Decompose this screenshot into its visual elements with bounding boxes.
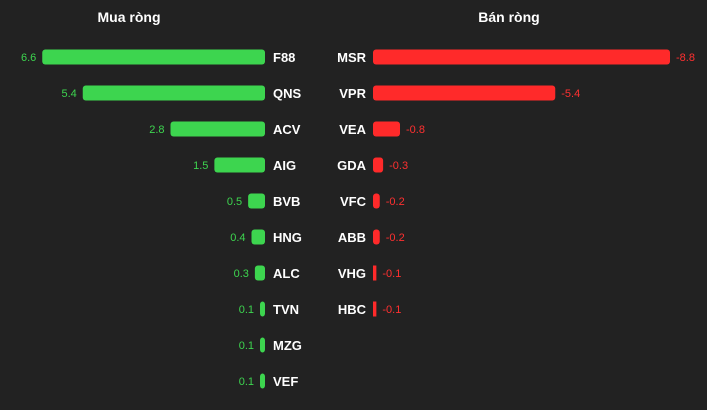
sell-chart-title: Bán ròng [478, 9, 539, 25]
buy-ticker-label: AIG [273, 158, 296, 173]
sell-value-label: -0.3 [389, 160, 408, 172]
sell-bar-vfc [373, 193, 380, 209]
buy-bar-bvb [248, 193, 265, 209]
buy-value-label: 2.8 [149, 124, 164, 136]
buy-ticker-label: TVN [273, 302, 299, 317]
buy-value-label: 1.5 [193, 160, 208, 172]
buy-bar-vef [260, 373, 265, 389]
buy-bar-mzg [260, 337, 265, 353]
sell-ticker-label: MSR [337, 50, 367, 65]
sell-ticker-label: VEA [339, 122, 366, 137]
buy-value-label: 0.3 [234, 268, 249, 280]
buy-bar-aig [214, 157, 265, 173]
sell-value-label: -0.1 [382, 268, 401, 280]
buy-bar-alc [254, 265, 265, 281]
sell-ticker-label: VHG [338, 266, 366, 281]
sell-ticker-label: VPR [339, 86, 366, 101]
buy-ticker-label: QNS [273, 86, 302, 101]
buy-value-label: 0.4 [230, 232, 245, 244]
buy-bar-tvn [260, 301, 265, 317]
sell-ticker-label: ABB [338, 230, 366, 245]
buy-bars: 6.6 F88 5.4 QNS 2.8 ACV 1.5 AIG 0.5 BVB 0.4 HNG 0.3 A… [21, 49, 302, 389]
sell-value-label: -0.1 [382, 304, 401, 316]
buy-value-label: 5.4 [61, 88, 76, 100]
buy-value-label: 0.1 [239, 340, 254, 352]
sell-ticker-label: HBC [338, 302, 367, 317]
sell-bar-hbc [373, 301, 377, 317]
sell-value-label: -0.2 [386, 232, 405, 244]
buy-ticker-label: MZG [273, 338, 302, 353]
buy-value-label: 6.6 [21, 52, 36, 64]
sell-bar-vpr [373, 85, 556, 101]
buy-ticker-label: F88 [273, 50, 295, 65]
sell-value-label: -0.8 [406, 124, 425, 136]
sell-bar-abb [373, 229, 380, 245]
sell-bar-gda [373, 157, 384, 173]
sell-ticker-label: GDA [337, 158, 367, 173]
buy-ticker-label: HNG [273, 230, 302, 245]
buy-bar-qns [82, 85, 265, 101]
buy-bar-acv [170, 121, 265, 137]
sell-bar-vhg [373, 265, 377, 281]
buy-bar-f88 [42, 49, 265, 65]
sell-bar-msr [373, 49, 670, 65]
buy-ticker-label: VEF [273, 374, 298, 389]
sell-value-label: -0.2 [386, 196, 405, 208]
buy-chart-title: Mua ròng [98, 9, 161, 25]
sell-value-label: -8.8 [676, 52, 695, 64]
sell-bars: -8.8 MSR -5.4 VPR -0.8 VEA -0.3 GDA -0.2 VFC -0.2 A… [337, 49, 695, 317]
sell-bar-vea [373, 121, 400, 137]
buy-ticker-label: ALC [273, 266, 300, 281]
buy-ticker-label: ACV [273, 122, 301, 137]
buy-value-label: 0.1 [239, 304, 254, 316]
buy-ticker-label: BVB [273, 194, 300, 209]
buy-value-label: 0.5 [227, 196, 242, 208]
sell-ticker-label: VFC [340, 194, 367, 209]
sell-value-label: -5.4 [561, 88, 580, 100]
buy-bar-hng [251, 229, 265, 245]
buy-value-label: 0.1 [239, 376, 254, 388]
